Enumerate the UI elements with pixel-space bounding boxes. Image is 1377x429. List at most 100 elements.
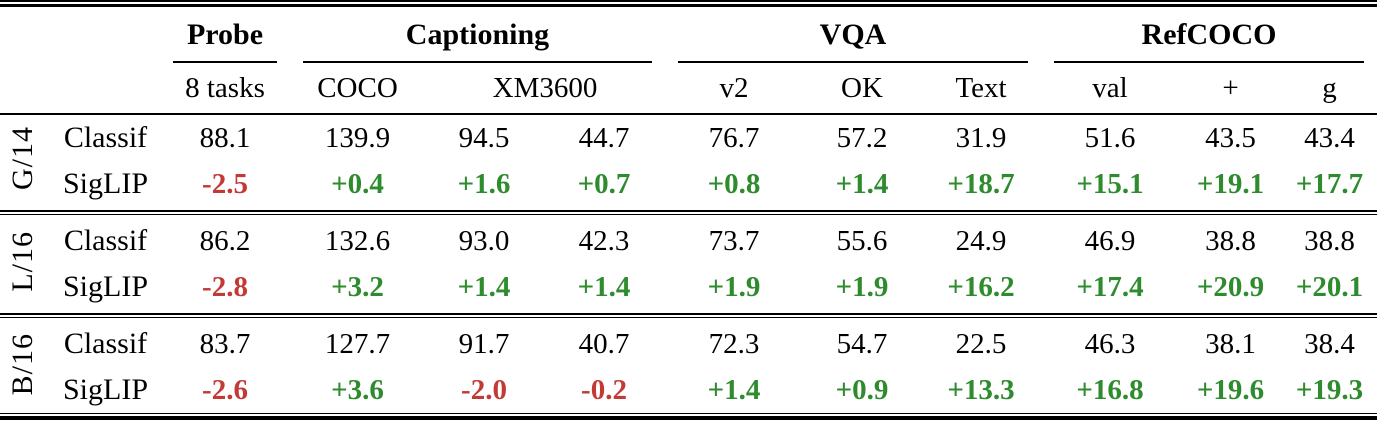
metric-value: 91.7 — [458, 327, 510, 360]
captioning-cmidrule — [303, 61, 652, 63]
separator-rule — [0, 317, 1377, 318]
top-rule-thin — [0, 0, 1377, 2]
delta-value: +19.1 — [1196, 167, 1265, 200]
model-group-g14: G/14 Classif 88.1 139.9 94.5 44.7 76.7 57.2 31.9… — [0, 114, 1377, 207]
metric-value: 24.9 — [955, 224, 1007, 257]
results-table: Probe Captioning VQA RefCOCO 8 t — [0, 7, 1377, 413]
delta-value: -0.2 — [581, 373, 627, 406]
refcoco-cmidrule — [1054, 61, 1365, 63]
metric-value: 42.3 — [578, 224, 630, 257]
column-group-captioning: Captioning — [290, 7, 665, 63]
model-label: G/14 — [5, 126, 39, 190]
method-label: Classif — [63, 224, 148, 257]
delta-value: +18.7 — [947, 167, 1015, 200]
delta-value: -2.6 — [202, 373, 248, 406]
metric-value: 40.7 — [578, 327, 630, 360]
method-label: Classif — [63, 121, 148, 154]
col-header-ok: OK — [803, 63, 921, 115]
metric-value: 86.2 — [199, 224, 251, 257]
group-separator — [0, 207, 1377, 218]
metric-value: 88.1 — [199, 121, 251, 154]
delta-value: +20.1 — [1295, 270, 1364, 303]
header-spacer — [0, 63, 160, 115]
model-label-cell: G/14 — [0, 114, 45, 207]
delta-value: +1.4 — [457, 270, 511, 303]
metric-value: 38.8 — [1304, 224, 1355, 257]
delta-value: -2.8 — [202, 270, 248, 303]
delta-value: -2.0 — [461, 373, 507, 406]
table-row: G/14 Classif 88.1 139.9 94.5 44.7 76.7 57.2 31.9… — [0, 114, 1377, 191]
probe-cmidrule — [173, 61, 277, 63]
metric-value: 54.7 — [836, 327, 888, 360]
col-header-coco: COCO — [290, 63, 425, 115]
col-header-val: val — [1041, 63, 1180, 115]
group-separator — [0, 310, 1377, 321]
metric-value: 76.7 — [708, 121, 760, 154]
metric-value: 139.9 — [324, 121, 391, 154]
metric-value: 22.5 — [955, 327, 1007, 360]
table-row: SigLIP -2.6 +3.6 -2.0 -0.2 +1.4 +0.9 +13.3 +16.8… — [0, 367, 1377, 413]
metric-value: 83.7 — [199, 327, 251, 360]
separator-rule — [0, 214, 1377, 215]
col-header-text: Text — [921, 63, 1042, 115]
delta-value: +0.4 — [331, 167, 384, 200]
column-group-label: Probe — [186, 18, 264, 51]
metric-value: 51.6 — [1084, 121, 1136, 154]
model-label: L/16 — [5, 230, 39, 292]
delta-value: +3.2 — [331, 270, 384, 303]
metric-value: 132.6 — [324, 224, 391, 257]
method-label: SigLIP — [62, 270, 149, 303]
vqa-cmidrule — [678, 61, 1029, 63]
metric-value: 72.3 — [708, 327, 760, 360]
model-label: B/16 — [5, 332, 39, 396]
delta-value: -2.5 — [202, 167, 248, 200]
table-header: Probe Captioning VQA RefCOCO 8 t — [0, 7, 1377, 115]
model-group-l16: L/16 Classif 86.2 132.6 93.0 42.3 73.7 55.6 24.9… — [0, 218, 1377, 310]
delta-value: +1.4 — [577, 270, 631, 303]
top-rule-thick — [0, 4, 1377, 7]
delta-value: +1.9 — [707, 270, 761, 303]
delta-value: +0.9 — [835, 373, 889, 406]
delta-value: +0.7 — [577, 167, 631, 200]
metric-value: 43.5 — [1205, 121, 1256, 154]
delta-value: +15.1 — [1076, 167, 1144, 200]
sub-header-row: 8 tasks COCO XM3600 v2 OK Text val + g — [0, 63, 1377, 115]
metric-value: 44.7 — [578, 121, 630, 154]
metric-value: 57.2 — [836, 121, 888, 154]
method-label: Classif — [63, 327, 148, 360]
table-row: L/16 Classif 86.2 132.6 93.0 42.3 73.7 55.6 24.9… — [0, 218, 1377, 292]
delta-value: +16.2 — [947, 270, 1015, 303]
col-header-8tasks: 8 tasks — [160, 63, 290, 115]
metric-value: 127.7 — [324, 327, 391, 360]
metric-value: 94.5 — [458, 121, 510, 154]
column-group-row: Probe Captioning VQA RefCOCO — [0, 7, 1377, 63]
delta-value: +17.7 — [1295, 167, 1364, 200]
metric-value: 38.4 — [1304, 327, 1355, 360]
bottom-rule-thin — [0, 413, 1377, 414]
metric-value: 38.1 — [1205, 327, 1256, 360]
delta-value: +13.3 — [947, 373, 1015, 406]
metric-value: 73.7 — [708, 224, 760, 257]
delta-value: +1.4 — [707, 373, 761, 406]
metric-value: 55.6 — [836, 224, 888, 257]
model-label-cell: B/16 — [0, 321, 45, 413]
delta-value: +3.6 — [331, 373, 384, 406]
metric-value: 46.9 — [1084, 224, 1136, 257]
delta-value: +1.9 — [835, 270, 889, 303]
bottom-rule-thick — [0, 416, 1377, 420]
metric-value: 31.9 — [955, 121, 1007, 154]
delta-value: +17.4 — [1076, 270, 1144, 303]
col-header-v2: v2 — [665, 63, 803, 115]
column-group-probe: Probe — [160, 7, 290, 63]
delta-value: +1.6 — [457, 167, 511, 200]
column-group-label: Captioning — [405, 18, 550, 51]
header-spacer — [0, 7, 160, 63]
model-group-b16: B/16 Classif 83.7 127.7 91.7 40.7 72.3 54.7 22.5… — [0, 321, 1377, 413]
delta-value: +1.4 — [835, 167, 889, 200]
model-label-cell: L/16 — [0, 218, 45, 310]
column-group-label: RefCOCO — [1141, 18, 1277, 51]
table-row: SigLIP -2.5 +0.4 +1.6 +0.7 +0.8 +1.4 +18.7 +15.1… — [0, 161, 1377, 207]
delta-value: +20.9 — [1196, 270, 1265, 303]
table-row: B/16 Classif 83.7 127.7 91.7 40.7 72.3 54.7 22.5… — [0, 321, 1377, 396]
